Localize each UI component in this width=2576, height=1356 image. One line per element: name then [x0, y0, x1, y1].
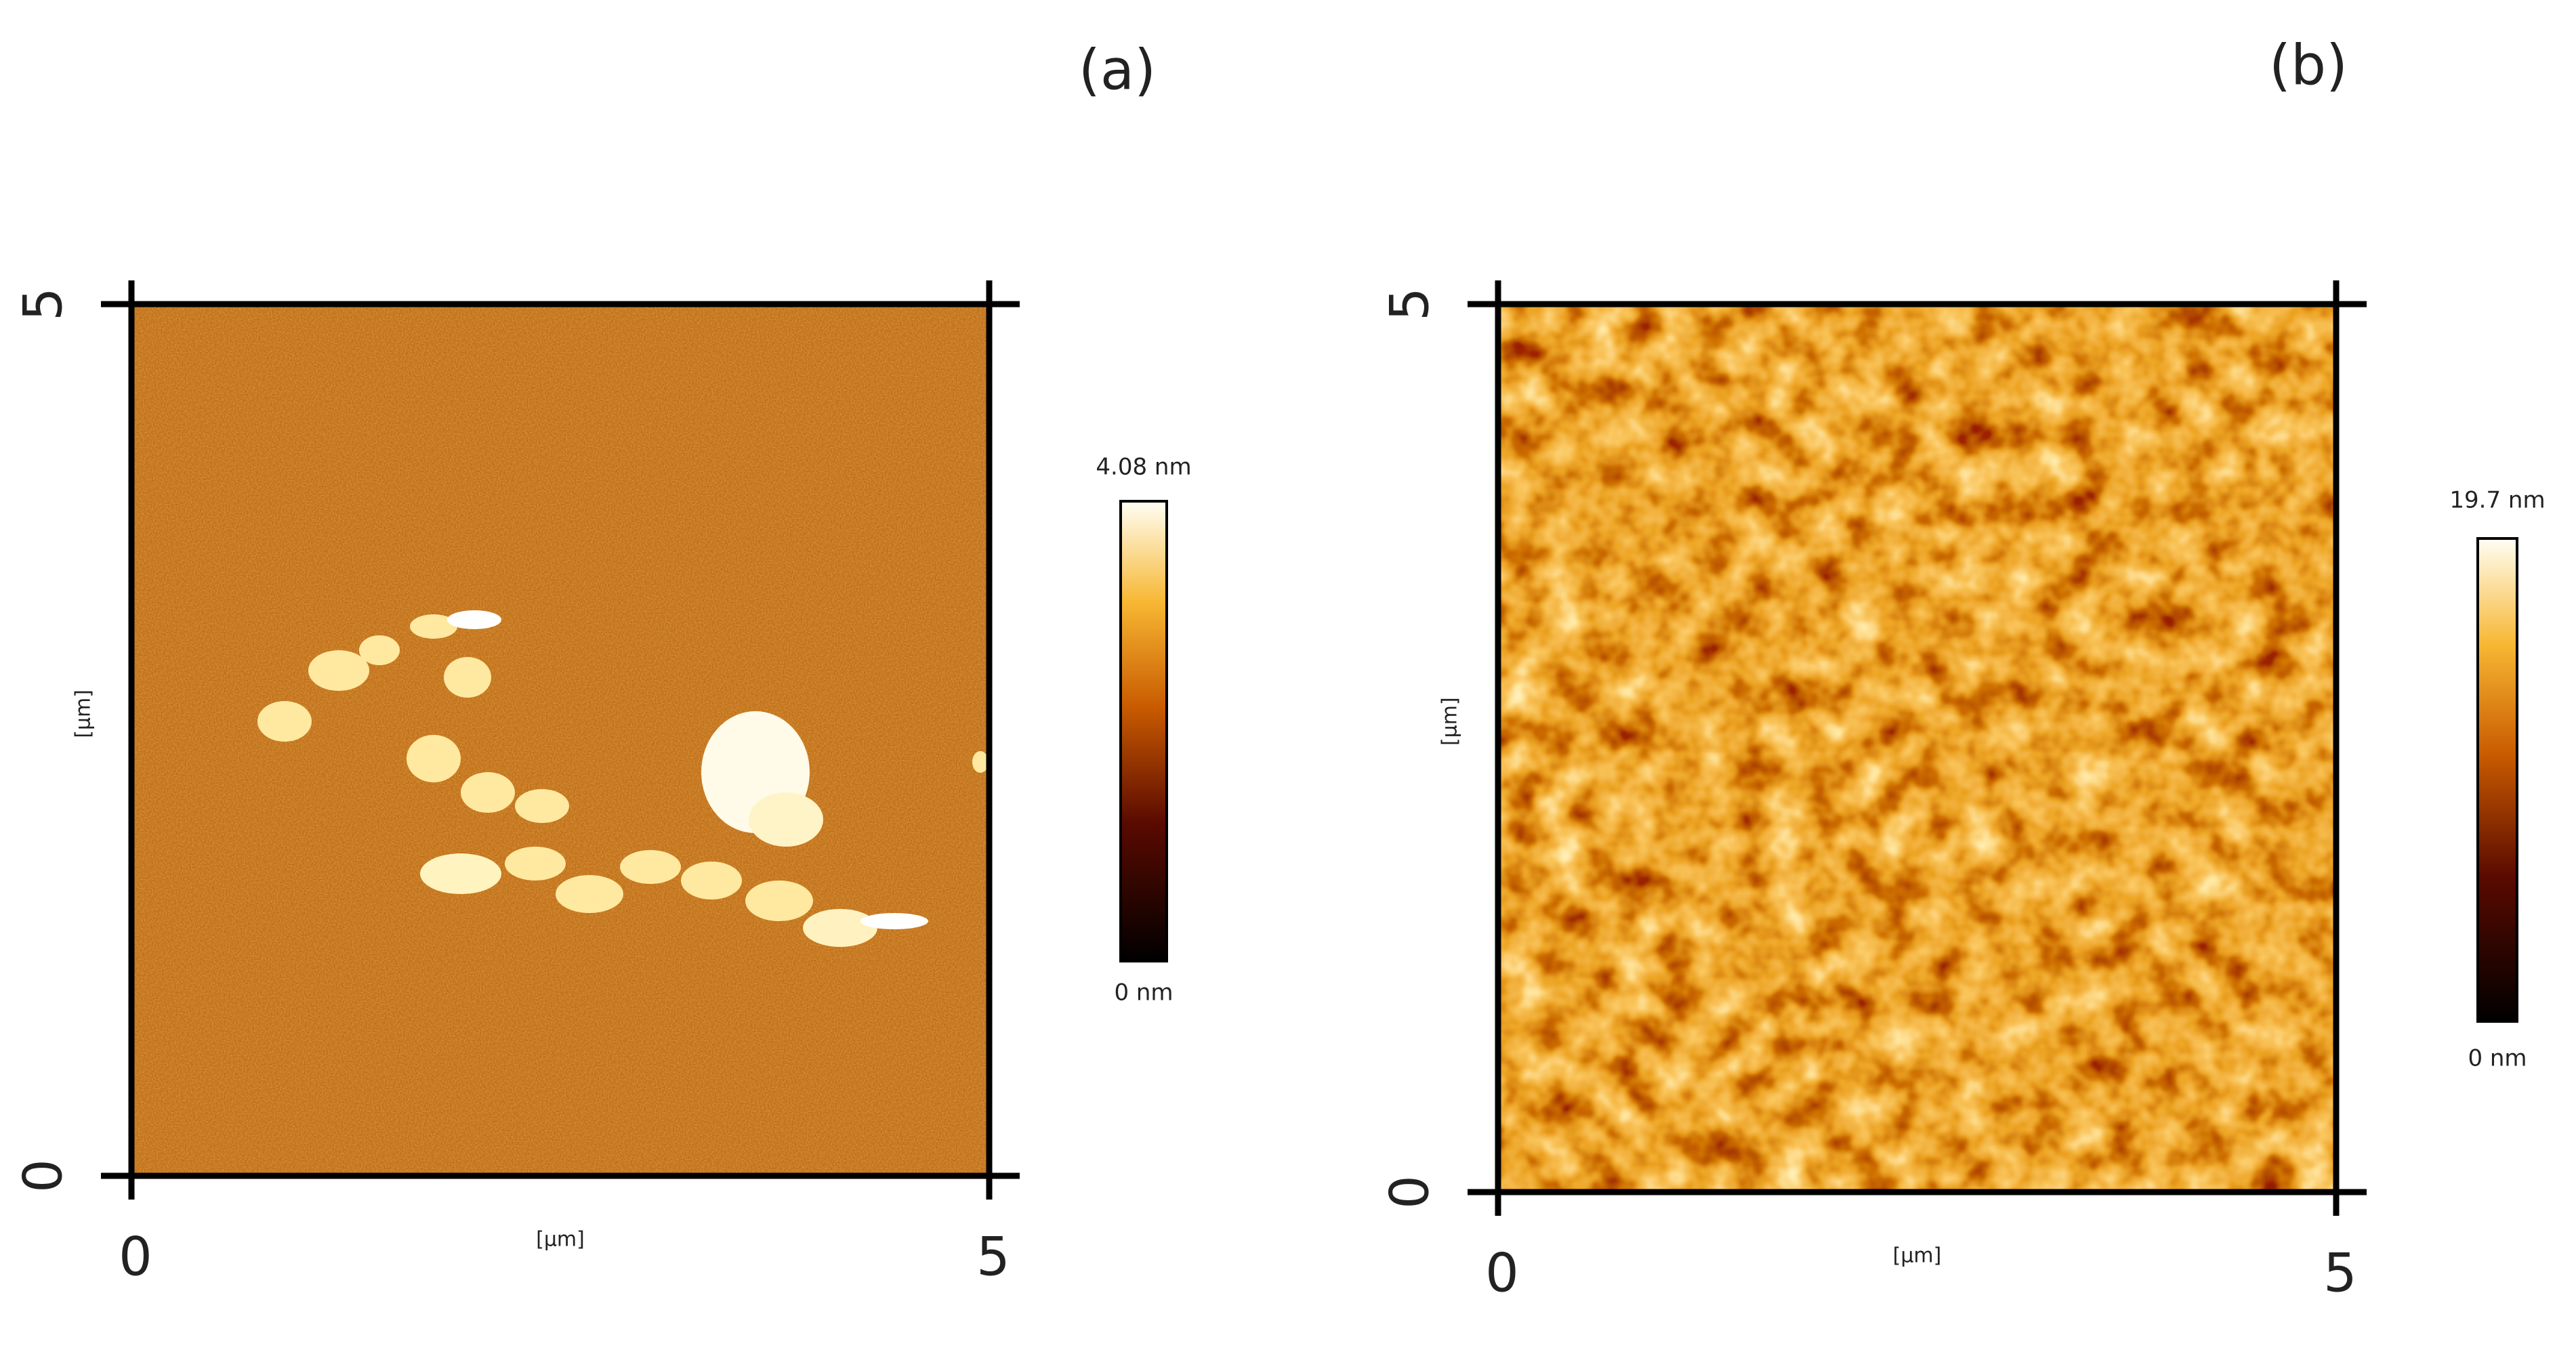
- afm-image: [131, 304, 989, 1176]
- colorbar-min-label: 0 nm: [2468, 1045, 2527, 1072]
- colorbar-min-label: 0 nm: [1114, 979, 1173, 1007]
- y-tick-label: 5: [1379, 287, 1440, 321]
- colorbar-max-label: 4.08 nm: [1096, 454, 1191, 481]
- y-axis-label: [µm]: [1438, 697, 1462, 746]
- afm-image: [1498, 304, 2336, 1192]
- y-tick-label: 5: [13, 287, 74, 321]
- y-tick-label: 0: [13, 1159, 74, 1193]
- x-tick-label: 0: [1485, 1243, 1519, 1304]
- x-axis-label: [µm]: [1893, 1244, 1942, 1268]
- x-axis-label: [µm]: [536, 1228, 585, 1252]
- colorbar: [1119, 500, 1168, 962]
- panel-label: (b): [2269, 33, 2348, 98]
- y-axis-label: [µm]: [72, 690, 96, 738]
- colorbar-max-label: 19.7 nm: [2449, 487, 2545, 514]
- x-tick-label: 5: [976, 1227, 1010, 1288]
- panel-label: (a): [1079, 38, 1156, 102]
- x-tick-label: 5: [2323, 1243, 2357, 1304]
- colorbar: [2476, 537, 2518, 1023]
- x-tick-label: 0: [119, 1227, 152, 1288]
- surface-features: [257, 610, 989, 947]
- y-tick-label: 0: [1379, 1175, 1440, 1209]
